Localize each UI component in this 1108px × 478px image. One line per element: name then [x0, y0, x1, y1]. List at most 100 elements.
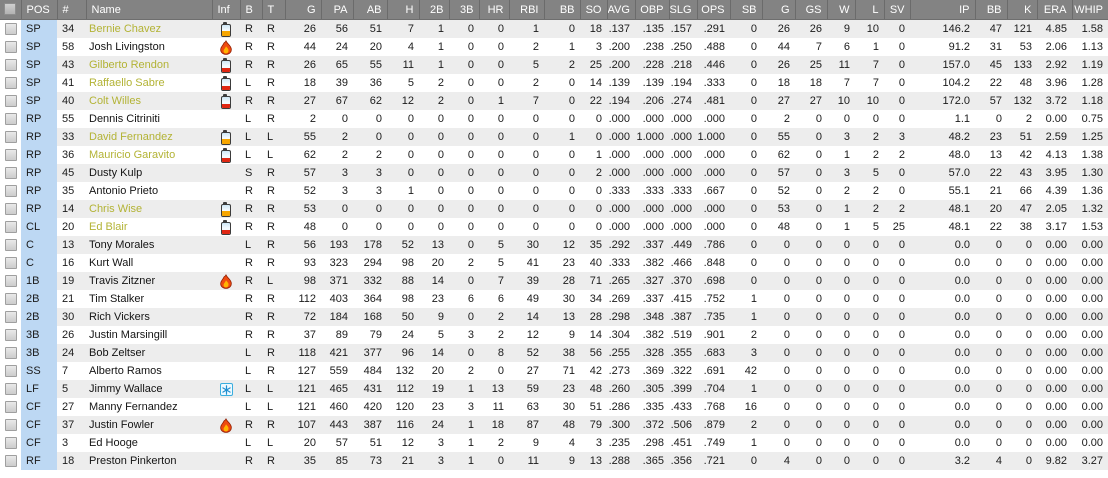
row-select-checkbox[interactable] [4, 364, 17, 377]
col-header-num[interactable]: # [57, 0, 87, 20]
col-header-bb2[interactable]: BB [975, 0, 1008, 20]
player-name-link[interactable]: Travis Zitzner [89, 275, 156, 287]
player-name-link[interactable]: Antonio Prieto [89, 185, 159, 197]
col-header-gs[interactable]: GS [795, 0, 828, 20]
player-name-link[interactable]: Mauricio Garavito [89, 149, 176, 161]
col-header-w[interactable]: W [827, 0, 856, 20]
stat-ab-cell: 0 [353, 200, 387, 218]
col-header-bb[interactable]: BB [544, 0, 581, 20]
player-name-link[interactable]: Dennis Citriniti [89, 113, 160, 125]
player-name-link[interactable]: Jimmy Wallace [89, 383, 163, 395]
player-name-link[interactable]: Tony Morales [89, 239, 155, 251]
player-name-link[interactable]: Alberto Ramos [89, 365, 162, 377]
row-select-checkbox[interactable] [4, 310, 17, 323]
throws-cell: R [262, 200, 285, 218]
col-header-sv[interactable]: SV [884, 0, 911, 20]
stat-sb-cell: 0 [730, 74, 762, 92]
col-header-rbi[interactable]: RBI [509, 0, 545, 20]
row-select-checkbox[interactable] [4, 274, 17, 287]
player-name-link[interactable]: Manny Fernandez [89, 401, 178, 413]
stat-gs-cell: 25 [795, 56, 827, 74]
player-name-cell: Ed Hooge [86, 434, 212, 452]
stat-d2b-cell: 23 [419, 398, 449, 416]
row-select-checkbox[interactable] [4, 256, 17, 269]
stat-g2-cell: 0 [762, 254, 795, 272]
col-header-ip[interactable]: IP [910, 0, 976, 20]
player-name-link[interactable]: Justin Fowler [89, 419, 154, 431]
col-header-sb[interactable]: SB [730, 0, 763, 20]
stat-d2b-cell: 0 [419, 218, 449, 236]
player-name-link[interactable]: Dusty Kulp [89, 167, 143, 179]
row-select-checkbox[interactable] [4, 328, 17, 341]
row-select-checkbox[interactable] [4, 130, 17, 143]
stat-bb2-cell: 0 [975, 416, 1007, 434]
col-header-name[interactable]: Name [86, 0, 213, 20]
row-select-checkbox[interactable] [4, 202, 17, 215]
col-header-pos[interactable]: POS [21, 0, 58, 20]
stat-rbi-cell: 0 [509, 218, 544, 236]
row-select-checkbox[interactable] [4, 346, 17, 359]
col-header-k[interactable]: K [1007, 0, 1038, 20]
col-header-l[interactable]: L [855, 0, 885, 20]
player-name-link[interactable]: Raffaello Sabre [89, 77, 165, 89]
player-name-link[interactable]: Colt Willes [89, 95, 141, 107]
row-select-checkbox[interactable] [4, 166, 17, 179]
player-name-link[interactable]: Rich Vickers [89, 311, 150, 323]
player-name-link[interactable]: David Fernandez [89, 131, 173, 143]
row-select-checkbox[interactable] [4, 148, 17, 161]
player-name-link[interactable]: Gilberto Rendon [89, 59, 170, 71]
row-select-checkbox[interactable] [4, 40, 17, 53]
stat-l-cell: 2 [855, 128, 884, 146]
row-select-checkbox[interactable] [4, 382, 17, 395]
col-header-slg[interactable]: SLG [669, 0, 698, 20]
player-name-link[interactable]: Tim Stalker [89, 293, 145, 305]
col-header-b[interactable]: B [240, 0, 263, 20]
row-select-checkbox[interactable] [4, 76, 17, 89]
row-select-checkbox[interactable] [4, 220, 17, 233]
player-name-link[interactable]: Kurt Wall [89, 257, 134, 269]
player-name-link[interactable]: Josh Livingston [89, 41, 165, 53]
col-header-hr[interactable]: HR [479, 0, 510, 20]
stat-hr-cell: 2 [479, 434, 509, 452]
row-select-checkbox[interactable] [4, 292, 17, 305]
col-header-era[interactable]: ERA [1037, 0, 1073, 20]
row-select-checkbox[interactable] [4, 436, 17, 449]
row-select-checkbox[interactable] [4, 454, 17, 467]
row-select-checkbox[interactable] [4, 184, 17, 197]
col-header-d3b[interactable]: 3B [449, 0, 480, 20]
col-header-obp[interactable]: OBP [635, 0, 670, 20]
col-header-t[interactable]: T [262, 0, 286, 20]
col-header-g2[interactable]: G [762, 0, 796, 20]
stat-gs-cell: 0 [795, 110, 827, 128]
row-select-checkbox[interactable] [4, 94, 17, 107]
player-name-link[interactable]: Justin Marsingill [89, 329, 168, 341]
row-select-checkbox[interactable] [4, 238, 17, 251]
row-select-checkbox[interactable] [4, 112, 17, 125]
stat-ip-cell: 0.0 [910, 362, 975, 380]
col-header-pa[interactable]: PA [321, 0, 354, 20]
stat-bb-cell: 23 [544, 254, 580, 272]
row-select-checkbox[interactable] [4, 400, 17, 413]
col-header-so[interactable]: SO [580, 0, 608, 20]
player-name-link[interactable]: Bob Zeltser [89, 347, 146, 359]
player-name-link[interactable]: Ed Blair [89, 221, 128, 233]
player-row: SS 7 Alberto Ramos L R 127 559 484 132 20 2 0 27 71 42… [0, 362, 1108, 380]
col-header-select[interactable] [0, 0, 22, 20]
col-header-d2b[interactable]: 2B [419, 0, 450, 20]
col-header-g[interactable]: G [285, 0, 322, 20]
select-all-checkbox[interactable] [4, 3, 17, 16]
col-header-inf[interactable]: Inf [212, 0, 241, 20]
player-name-link[interactable]: Preston Pinkerton [89, 455, 177, 467]
row-select-checkbox[interactable] [4, 418, 17, 431]
col-header-whip[interactable]: WHIP [1072, 0, 1108, 20]
col-header-h[interactable]: H [387, 0, 420, 20]
player-name-link[interactable]: Chris Wise [89, 203, 143, 215]
player-name-link[interactable]: Ed Hooge [89, 437, 138, 449]
row-select-checkbox[interactable] [4, 58, 17, 71]
col-header-ab[interactable]: AB [353, 0, 388, 20]
row-select-checkbox[interactable] [4, 22, 17, 35]
col-header-avg[interactable]: AVG [607, 0, 636, 20]
player-name-link[interactable]: Bernie Chavez [89, 23, 162, 35]
col-header-ops[interactable]: OPS [697, 0, 731, 20]
stat-bb2-cell: 0 [975, 110, 1007, 128]
